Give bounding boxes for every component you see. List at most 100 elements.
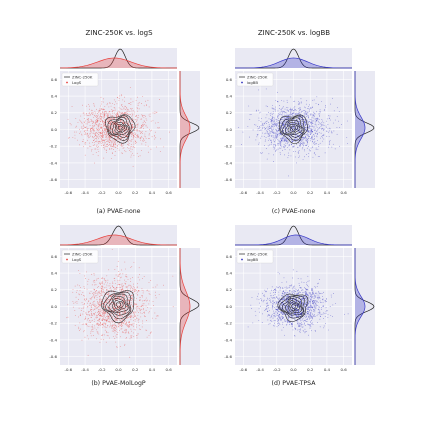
scatter-point	[104, 125, 106, 127]
scatter-point	[118, 324, 120, 326]
scatter-point	[295, 112, 297, 114]
scatter-point	[286, 117, 288, 119]
scatter-point	[124, 328, 126, 330]
scatter-point	[131, 140, 132, 142]
scatter-point	[332, 143, 334, 145]
scatter-point	[100, 308, 102, 310]
scatter-point	[126, 119, 128, 120]
scatter-point	[127, 296, 129, 298]
scatter-point	[310, 308, 312, 310]
scatter-point	[282, 326, 284, 328]
scatter-point	[120, 297, 122, 299]
scatter-point	[128, 317, 129, 318]
scatter-point	[111, 140, 113, 142]
scatter-point	[142, 277, 143, 279]
scatter-point	[101, 277, 103, 279]
scatter-point	[108, 269, 110, 271]
scatter-point	[265, 88, 267, 90]
scatter-point	[274, 109, 276, 111]
scatter-point	[276, 135, 278, 137]
scatter-point	[298, 113, 300, 114]
scatter-point	[142, 292, 144, 294]
scatter-point	[140, 139, 141, 141]
scatter-point	[123, 303, 124, 304]
scatter-point	[75, 296, 77, 298]
scatter-point	[290, 109, 292, 110]
scatter-point	[281, 115, 283, 117]
scatter-point	[100, 309, 101, 311]
scatter-point	[102, 131, 104, 133]
scatter-point	[269, 134, 270, 136]
scatter-point	[290, 115, 292, 117]
scatter-point	[277, 134, 279, 135]
scatter-point	[305, 138, 307, 140]
scatter-point	[139, 130, 141, 132]
scatter-point	[109, 321, 111, 323]
scatter-point	[326, 300, 327, 302]
scatter-point	[295, 128, 297, 130]
scatter-point	[104, 122, 105, 124]
scatter-point	[66, 317, 68, 319]
scatter-point	[77, 284, 79, 286]
scatter-point	[312, 146, 314, 148]
scatter-point	[95, 311, 96, 313]
scatter-point	[280, 110, 282, 112]
scatter-point	[121, 324, 123, 326]
scatter-point	[110, 117, 112, 119]
scatter-point	[134, 132, 136, 134]
scatter-point	[325, 106, 327, 108]
scatter-point	[247, 326, 249, 328]
scatter-point	[117, 96, 119, 98]
scatter-point	[87, 280, 89, 282]
scatter-point	[104, 131, 106, 133]
scatter-point	[97, 126, 99, 128]
scatter-point	[85, 324, 87, 325]
scatter-point	[303, 143, 305, 145]
scatter-point	[115, 122, 117, 124]
scatter-point	[100, 114, 102, 115]
scatter-point	[280, 306, 282, 308]
scatter-point	[269, 297, 271, 299]
scatter-point	[271, 122, 273, 124]
scatter-point	[136, 289, 137, 291]
scatter-point	[334, 119, 336, 121]
scatter-point	[130, 154, 132, 156]
scatter-point	[110, 314, 112, 316]
scatter-point	[136, 298, 137, 299]
scatter-point	[312, 116, 314, 118]
scatter-point	[144, 133, 146, 135]
scatter-point	[94, 281, 96, 283]
scatter-point	[92, 281, 94, 283]
scatter-point	[260, 298, 262, 300]
scatter-point	[122, 273, 124, 275]
scatter-point	[99, 311, 100, 313]
scatter-point	[95, 279, 97, 281]
scatter-point	[137, 319, 139, 321]
scatter-point	[111, 145, 113, 147]
scatter-point	[115, 309, 116, 311]
scatter-point	[300, 139, 302, 141]
scatter-point	[104, 327, 106, 329]
scatter-point	[97, 277, 99, 279]
scatter-point	[286, 141, 287, 142]
scatter-point	[295, 304, 297, 306]
scatter-point	[118, 99, 120, 101]
scatter-point	[153, 305, 154, 306]
scatter-point	[100, 314, 102, 316]
scatter-point	[135, 134, 136, 136]
scatter-point	[272, 136, 274, 138]
scatter-point	[129, 111, 131, 113]
contour-line	[114, 122, 128, 134]
scatter-point	[99, 129, 101, 130]
scatter-point	[96, 323, 97, 325]
scatter-point	[274, 147, 276, 149]
scatter-point	[119, 315, 121, 317]
scatter-point	[319, 109, 321, 111]
scatter-point	[172, 275, 174, 277]
scatter-point	[255, 110, 257, 112]
scatter-point	[282, 123, 284, 125]
scatter-point	[308, 136, 310, 137]
scatter-point	[112, 286, 113, 287]
scatter-point	[308, 138, 309, 139]
scatter-point	[94, 139, 95, 141]
